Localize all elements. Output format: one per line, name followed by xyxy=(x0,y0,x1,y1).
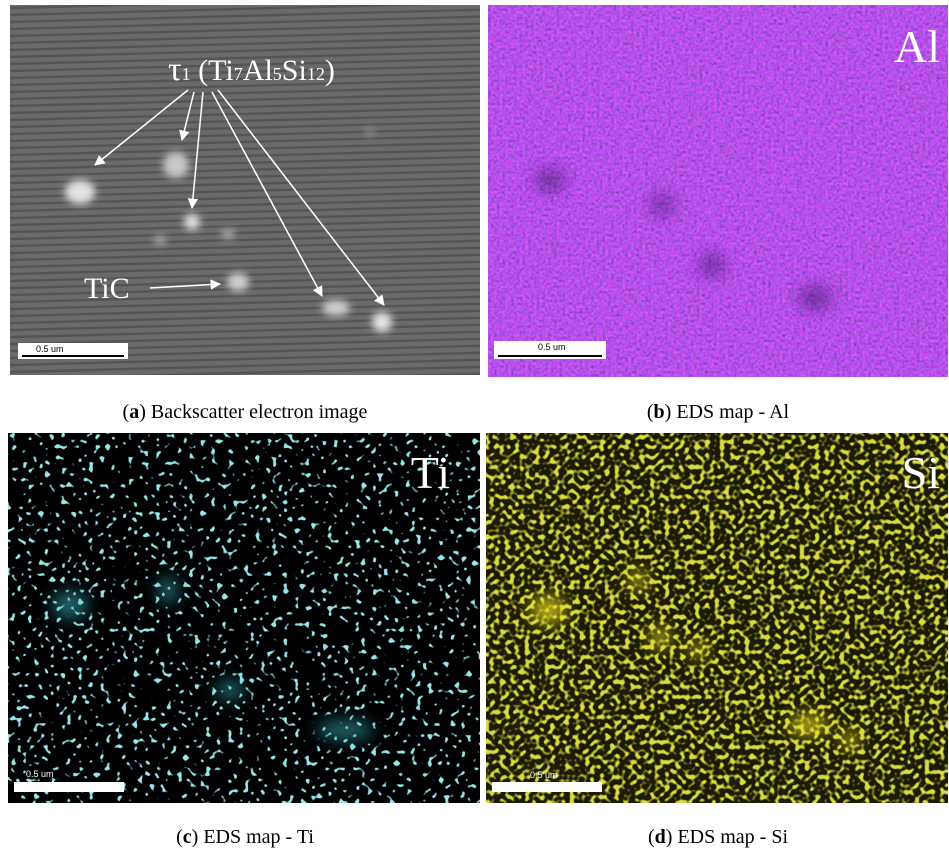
text-part: 7 xyxy=(234,64,243,84)
scale-bar-label: 0.5 um xyxy=(26,769,54,779)
element-label: Si xyxy=(902,447,940,498)
element-label: Ti xyxy=(411,447,450,498)
text-part: b xyxy=(654,401,665,423)
element-label: Al xyxy=(894,21,940,72)
scale-bar xyxy=(492,782,602,792)
caption: (b) EDS map - Al xyxy=(647,401,790,423)
text-part: ) EDS map - Si xyxy=(666,826,789,848)
text-part: Si xyxy=(282,54,307,87)
panel-a: τ1 (Ti7Al5Si12) TiC 0.5 um (a) Backscatt… xyxy=(10,5,480,423)
text-part: c xyxy=(183,826,192,848)
text-part: τ xyxy=(168,51,182,88)
figure: τ1 (Ti7Al5Si12) TiC 0.5 um (a) Backscatt… xyxy=(0,0,949,852)
panel-b: Al 0.5 um (b) EDS map - Al xyxy=(488,5,948,423)
caption: (d) EDS map - Si xyxy=(648,826,788,848)
panel-d: Si 0.5 um (d) EDS map - Si xyxy=(486,433,948,848)
text-part: d xyxy=(655,826,666,848)
text-part: ) EDS map - Al xyxy=(665,401,790,423)
scale-bar-label: 0.5 um xyxy=(36,344,64,354)
scale-bar-label: 0.5 um xyxy=(530,770,558,780)
text-part: ) xyxy=(325,54,335,87)
scale-bar-label: 0.5 um xyxy=(538,342,566,352)
text-part: a xyxy=(129,401,139,423)
eds-noise xyxy=(8,433,480,803)
caption: (c) EDS map - Ti xyxy=(176,826,314,848)
text-part: 5 xyxy=(273,64,282,84)
text-part: (Ti xyxy=(191,54,234,87)
scale-bar-line xyxy=(498,355,602,357)
text-part: ) EDS map - Ti xyxy=(192,826,315,848)
scale-bar xyxy=(14,782,124,792)
text-part: Al xyxy=(243,54,273,87)
text-part: 12 xyxy=(307,64,325,84)
text-part: ) Backscatter electron image xyxy=(139,401,367,423)
text-part: 1 xyxy=(182,64,191,84)
page: τ1 (Ti7Al5Si12) TiC 0.5 um (a) Backscatt… xyxy=(0,0,949,852)
tic-label: TiC xyxy=(84,272,130,305)
scale-bar-line xyxy=(22,355,124,357)
panel-c: Ti 0.5 um (c) EDS map - Ti xyxy=(8,433,480,848)
eds-noise xyxy=(488,5,948,377)
caption: (a) Backscatter electron image xyxy=(123,401,368,423)
